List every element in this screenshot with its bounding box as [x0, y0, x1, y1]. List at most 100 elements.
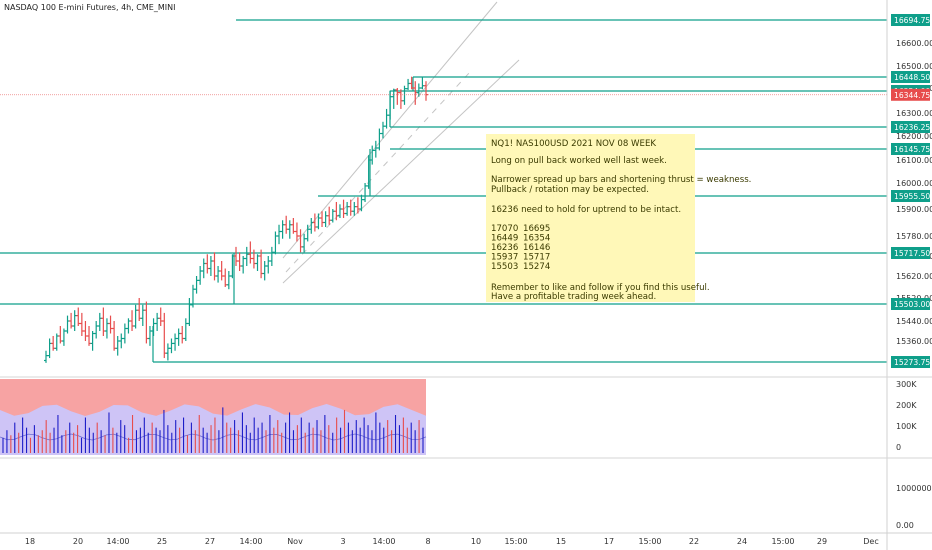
trend-channel — [282, 1, 520, 284]
analysis-note[interactable]: NQ1! NAS100USD 2021 NOV 08 WEEK Long on … — [486, 134, 751, 302]
ohlc-bar — [65, 315, 70, 334]
price-tick-label: 16500.00 — [896, 62, 932, 71]
time-axis[interactable]: 18 20 14:00 25 27 14:00 Nov 3 14:00 8 10 15:00 15 17 1… — [25, 537, 879, 546]
current-price-label: 16344.75 — [891, 88, 930, 101]
volume-average-line — [0, 433, 427, 441]
ohlc-bar — [323, 211, 328, 227]
time-tick-label: 17 — [604, 537, 614, 546]
ohlc-bar — [208, 256, 213, 276]
ohlc-bar — [155, 312, 160, 331]
ohlc-bar — [194, 276, 199, 294]
ohlc-bar — [277, 224, 282, 245]
ohlc-bar — [126, 318, 131, 334]
level-label: 16236.25 — [891, 121, 930, 133]
time-tick-label: 22 — [689, 537, 699, 546]
ohlc-bar — [212, 252, 217, 281]
ohlc-bar — [363, 183, 368, 202]
volume-tick-label: 200K — [896, 401, 917, 410]
level-label-text: 15503.00 — [894, 300, 930, 309]
ohlc-bar — [384, 108, 389, 129]
ohlc-bar — [140, 304, 145, 326]
ohlc-bar — [108, 315, 113, 334]
ohlc-bar — [101, 307, 106, 336]
level-label-text: 16236.25 — [894, 123, 930, 132]
ohlc-bar — [302, 233, 307, 253]
note-title: NQ1! NAS100USD 2021 NOV 08 WEEK — [491, 139, 656, 149]
ohlc-bar — [137, 298, 142, 321]
ohlc-bar — [144, 301, 149, 344]
ohlc-bar — [391, 88, 396, 109]
level-label-text: 16145.75 — [894, 145, 930, 154]
channel-lower-line — [282, 59, 520, 284]
ohlc-bar — [151, 318, 156, 336]
time-tick-label: 15 — [556, 537, 566, 546]
ohlc-bar — [377, 128, 382, 151]
note-table-left: 16236 — [491, 243, 518, 253]
ohlc-bar — [51, 336, 56, 351]
ohlc-bar — [398, 89, 403, 109]
level-label-bg — [891, 71, 930, 83]
ohlc-bar — [133, 304, 138, 329]
time-tick-label: 14:00 — [239, 537, 262, 546]
note-line6: Have a profitable trading week ahead. — [491, 292, 656, 302]
ohlc-bar — [330, 209, 335, 223]
note-table-right: 16354 — [523, 234, 550, 244]
ohlc-bar — [112, 321, 117, 351]
ohlc-bar — [262, 261, 267, 281]
ohlc-bar — [337, 204, 342, 218]
level-label: 16448.50 — [891, 71, 930, 83]
ohlc-bar — [147, 326, 152, 346]
time-tick-label: 14:00 — [106, 537, 129, 546]
price-tick-label: 15360.00 — [896, 337, 932, 346]
ohlc-bar — [47, 338, 52, 359]
ohlc-bar — [420, 76, 425, 90]
ohlc-bar — [266, 256, 271, 274]
time-tick-label: 20 — [73, 537, 83, 546]
ohlc-bar — [122, 323, 127, 344]
ohlc-bar — [72, 310, 77, 331]
horizontal-levels — [0, 19, 887, 363]
ohlc-bar — [255, 254, 260, 271]
note-line5: Remember to like and follow if you find … — [491, 283, 710, 293]
ohlc-bar — [237, 252, 242, 271]
note-table-right: 15274 — [523, 262, 550, 272]
ohlc-bar — [198, 266, 203, 285]
note-table-right: 16146 — [523, 243, 550, 253]
ohlc-bar — [216, 266, 221, 283]
current-price-text: 16344.75 — [894, 91, 930, 100]
note-table-left: 17070 — [491, 224, 518, 234]
time-tick-label: 3 — [340, 537, 345, 546]
note-background — [486, 134, 695, 302]
ohlc-bar — [226, 271, 231, 290]
ohlc-bar — [58, 326, 63, 344]
level-label: 15717.50 — [891, 247, 930, 259]
ohlc-bar — [234, 246, 238, 266]
time-tick-label: 14:00 — [372, 537, 395, 546]
ohlc-bar — [280, 220, 285, 239]
time-tick-label: 8 — [425, 537, 430, 546]
volume-tick-label: 100K — [896, 422, 917, 431]
level-label-text: 15717.50 — [894, 249, 930, 258]
volume-tick-label: 0 — [896, 443, 901, 452]
note-line2: Narrower spread up bars and shortening t… — [491, 175, 751, 185]
ohlc-bar — [269, 246, 274, 266]
level-labels: 16694.7516448.5016354.0016236.2516145.75… — [891, 14, 930, 368]
note-table-right: 15717 — [523, 253, 550, 263]
ohlc-bars — [44, 76, 428, 363]
ohlc-bar — [119, 333, 124, 349]
ohlc-bar — [94, 321, 99, 339]
note-line4: 16236 need to hold for uptrend to be int… — [491, 205, 681, 215]
time-tick-label: 25 — [157, 537, 167, 546]
time-tick-label: Nov — [287, 537, 303, 546]
note-table-left: 15503 — [491, 262, 518, 272]
ohlc-bar — [201, 258, 206, 279]
ohlc-bar — [44, 350, 48, 363]
volume-axis: 300K 200K 100K 0 — [896, 380, 917, 452]
ohlc-bar — [380, 121, 385, 139]
level-label-bg — [891, 298, 930, 310]
ohlc-bar — [187, 298, 192, 326]
level-label-bg — [891, 190, 930, 202]
ohlc-bar — [162, 312, 167, 359]
level-label-text: 15273.75 — [894, 358, 930, 367]
